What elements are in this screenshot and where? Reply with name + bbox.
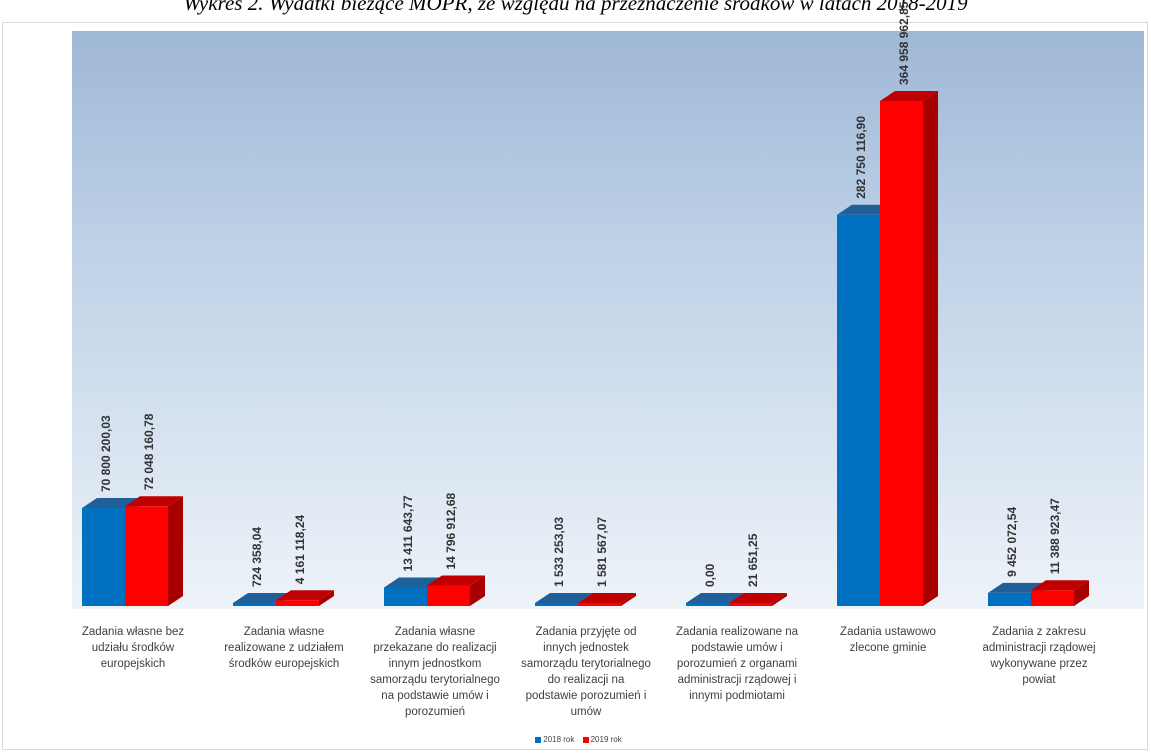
bar-top <box>1031 580 1089 591</box>
bar-top <box>535 593 593 603</box>
data-label-2018-4: 0,00 <box>703 563 717 587</box>
bar-top <box>427 575 485 586</box>
bar-top <box>880 91 938 101</box>
bar-front <box>125 506 168 606</box>
bar-2019-2 <box>427 575 485 606</box>
bar-front <box>384 587 427 606</box>
bar-top <box>82 498 140 509</box>
data-label-2019-5: 364 958 962,85 <box>897 1 911 85</box>
bar-side <box>168 496 183 606</box>
bar-top <box>729 593 787 603</box>
data-label-2019-2: 14 796 912,68 <box>444 492 458 569</box>
data-label-2018-5: 282 750 116,90 <box>854 116 868 199</box>
bar-front <box>880 101 923 606</box>
bar-front <box>276 600 319 606</box>
legend-label-2019: 2019 rok <box>590 735 622 744</box>
data-label-2019-6: 11 388 923,47 <box>1048 498 1062 574</box>
legend-label-2018: 2018 rok <box>543 735 575 744</box>
bar-top <box>125 496 183 507</box>
legend-swatch-2018 <box>535 736 542 743</box>
data-label-2018-0: 70 800 200,03 <box>99 415 113 492</box>
category-label-4: Zadania realizowane na podstawie umów i … <box>675 626 799 702</box>
bar-2019-0 <box>125 496 183 606</box>
data-label-2018-6: 9 452 072,54 <box>1005 507 1019 577</box>
category-label-3: Zadania przyjęte od innych jednostek sam… <box>521 626 651 718</box>
bar-front <box>578 603 621 606</box>
bar-front <box>82 508 125 606</box>
data-label-2018-1: 724 358,04 <box>250 527 264 587</box>
bar-side <box>1074 580 1089 606</box>
bar-2019-6 <box>1031 580 1089 606</box>
bar-2019-3 <box>578 593 636 606</box>
data-label-2018-2: 13 411 643,77 <box>401 495 415 571</box>
bar-top <box>686 593 744 603</box>
bar-front <box>837 214 880 607</box>
bar-top <box>578 593 636 603</box>
chart-frame <box>2 22 1148 750</box>
bar-2019-5 <box>880 91 938 606</box>
bar-side <box>319 590 334 606</box>
data-label-2019-3: 1 581 567,07 <box>595 517 609 587</box>
data-label-2019-4: 21 651,25 <box>746 533 760 587</box>
bar-2019-1 <box>276 590 334 606</box>
bar-top <box>276 590 334 601</box>
bar-2019-4 <box>729 593 787 606</box>
data-label-2018-3: 1 533 253,03 <box>552 517 566 587</box>
bar-side <box>923 91 938 606</box>
plot-background <box>72 31 1144 609</box>
bar-front <box>427 585 470 606</box>
category-label-6: Zadania z zakresu administracji rządowej… <box>982 626 1096 686</box>
bar-top <box>384 577 442 588</box>
bar-side <box>772 593 787 606</box>
category-label-2: Zadania własne przekazane do realizacji … <box>370 626 500 718</box>
data-label-2019-1: 4 161 118,24 <box>293 515 307 585</box>
legend: 2018 rok 2019 rok <box>0 735 1151 744</box>
chart-title: Wykres 2. Wydatki bieżące MOPR, ze wzglę… <box>183 0 968 15</box>
legend-swatch-2019 <box>582 736 589 743</box>
category-label-5: Zadania ustawowo zlecone gminie <box>840 626 936 654</box>
bar-front <box>988 592 1031 606</box>
bar-side <box>470 575 485 606</box>
bar-front <box>1031 590 1074 606</box>
bar-front <box>233 603 276 606</box>
category-label-1: Zadania własne realizowane z udziałem śr… <box>224 626 344 670</box>
bar-front <box>729 603 772 606</box>
bar-front <box>686 603 729 606</box>
category-label-0: Zadania własne bez udziału środków europ… <box>81 626 185 670</box>
bar-front <box>535 603 578 606</box>
bar-side <box>621 593 636 606</box>
data-label-2019-0: 72 048 160,78 <box>142 413 156 490</box>
